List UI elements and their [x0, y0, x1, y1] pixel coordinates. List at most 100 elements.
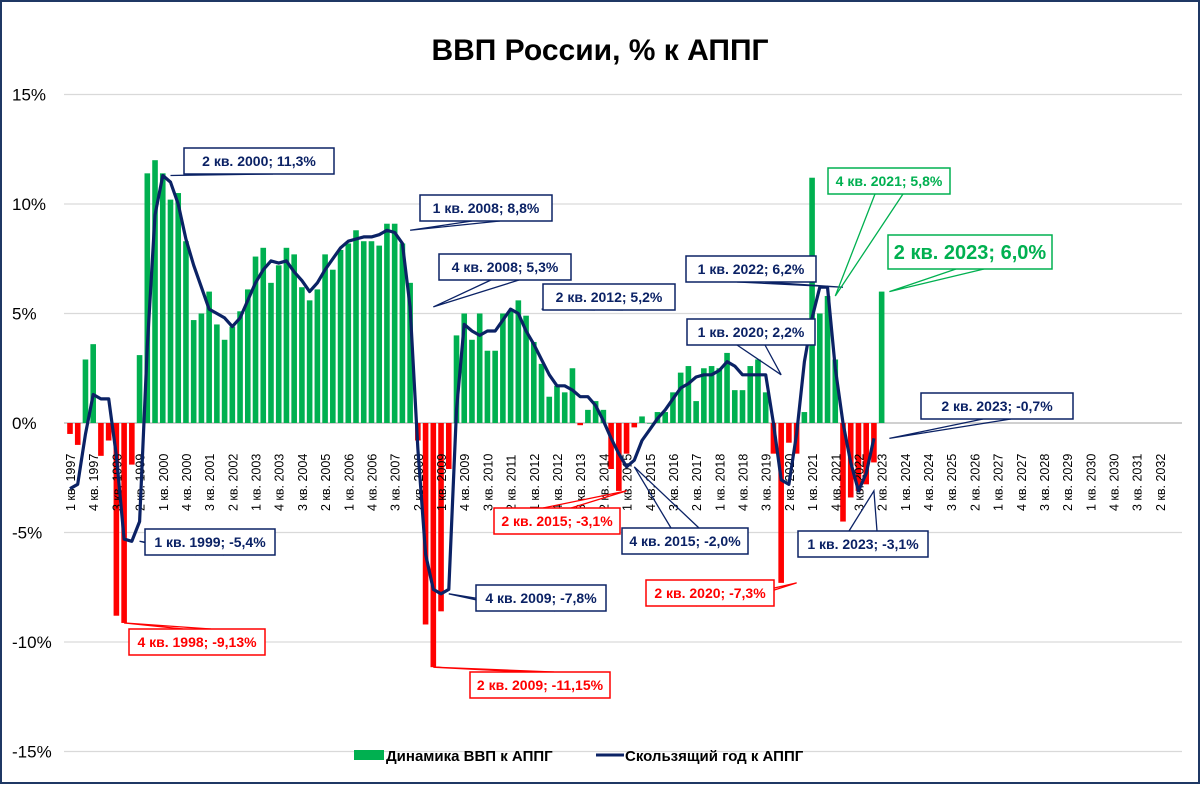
bar	[569, 368, 576, 423]
bar	[531, 341, 537, 423]
x-tick-label: 4 кв. 2006	[365, 454, 379, 511]
bar	[731, 390, 738, 423]
bar	[260, 247, 267, 423]
bar	[623, 423, 630, 454]
annotation-callout: 4 кв. 1998; -9,13%	[124, 622, 266, 656]
bar	[492, 350, 498, 423]
x-tick-label: 4 кв. 2018	[737, 454, 751, 511]
annotation-label: 4 кв. 1998; -9,13%	[137, 634, 257, 650]
bar	[376, 245, 382, 423]
bar	[762, 392, 769, 423]
bar	[724, 352, 730, 423]
annotation-callout: 1 кв. 1999; -5,4%	[139, 528, 276, 556]
x-tick-label: 3 кв. 2025	[945, 454, 959, 511]
bar	[646, 423, 653, 424]
bar	[878, 291, 885, 423]
y-tick-label: 15%	[12, 86, 46, 105]
legend-bar-label: Динамика ВВП к АППГ	[386, 748, 553, 765]
annotation-label: 2 кв. 2000; 11,3%	[202, 153, 316, 169]
annotation-callout: 2 кв. 2012; 5,2%	[541, 283, 676, 311]
bar	[476, 313, 483, 423]
bar	[283, 247, 290, 423]
bar	[438, 423, 444, 612]
y-tick-label: 5%	[12, 305, 37, 324]
x-tick-label: 4 кв. 1997	[87, 454, 101, 511]
bar	[747, 366, 754, 423]
x-tick-label: 1 кв. 2006	[342, 454, 356, 511]
bar	[608, 423, 614, 469]
bar	[67, 423, 73, 434]
x-tick-label: 3 кв. 2010	[481, 454, 495, 511]
bar	[554, 385, 560, 423]
bar	[616, 423, 622, 491]
bar	[461, 313, 468, 423]
x-tick-label: 3 кв. 2028	[1038, 454, 1052, 511]
bar	[237, 311, 243, 423]
bar	[306, 300, 313, 423]
bar	[430, 423, 437, 668]
annotation-callout: 4 кв. 2021; 5,8%	[827, 167, 951, 297]
bar	[221, 339, 228, 423]
bar	[275, 265, 282, 423]
bar	[105, 423, 112, 441]
annotation-label: 4 кв. 2021; 5,8%	[836, 173, 943, 189]
x-tick-label: 2 кв. 2026	[968, 454, 982, 511]
bar	[391, 223, 398, 423]
bar	[291, 254, 297, 423]
bar	[546, 396, 553, 423]
bar	[113, 423, 120, 616]
annotation-callout: 2 кв. 2015; -3,1%	[493, 490, 627, 535]
annotation-label: 1 кв. 2022; 6,2%	[698, 261, 805, 277]
bar	[817, 313, 823, 423]
annotation-callout: 1 кв. 2022; 6,2%	[685, 255, 844, 288]
y-axis-ticks: 15% 10% 5% 0% -5% -10% -15%	[12, 86, 52, 762]
x-tick-label: 1 кв. 2012	[528, 454, 542, 511]
annotation-label: 2 кв. 2023; -0,7%	[941, 398, 1053, 414]
bar	[484, 350, 491, 423]
annotation-callout: 2 кв. 2000; 11,3%	[170, 147, 335, 177]
bar	[716, 368, 723, 423]
bar	[144, 173, 151, 423]
bar	[670, 392, 676, 423]
bar	[360, 241, 367, 423]
annotation-label: 2 кв. 2023; 6,0%	[894, 242, 1047, 264]
x-tick-label: 3 кв. 2016	[667, 454, 681, 511]
y-tick-label: 0%	[12, 414, 37, 433]
bar	[801, 412, 808, 423]
annotation-label: 2 кв. 2015; -3,1%	[501, 513, 613, 529]
bar	[345, 243, 352, 423]
bar	[685, 366, 692, 423]
bar	[136, 355, 143, 423]
annotation-callout: 1 кв. 2020; 2,2%	[686, 318, 816, 376]
x-tick-label: 4 кв. 2021	[829, 454, 843, 511]
bar	[206, 291, 212, 423]
x-tick-label: 2 кв. 2017	[690, 454, 704, 511]
bar	[183, 241, 189, 423]
x-tick-label: 3 кв. 2022	[852, 454, 866, 511]
bar	[244, 289, 251, 423]
bar	[786, 423, 792, 443]
x-tick-label: 4 кв. 2030	[1108, 454, 1122, 511]
annotation-label: 2 кв. 2020; -7,3%	[654, 585, 766, 601]
x-tick-label: 2 кв. 2014	[597, 454, 611, 511]
bar	[98, 423, 104, 456]
annotation-label: 4 кв. 2008; 5,3%	[452, 259, 559, 275]
x-tick-label: 2 кв. 2032	[1154, 454, 1168, 511]
bar	[152, 160, 158, 423]
bar	[445, 423, 452, 469]
x-tick-label: 4 кв. 2024	[922, 454, 936, 511]
annotation-callout: 4 кв. 2009; -7,8%	[448, 584, 607, 612]
x-tick-label: 1 кв. 2030	[1084, 454, 1098, 511]
bar	[198, 313, 205, 423]
annotation-callout: 1 кв. 2023; -3,1%	[797, 488, 929, 558]
bar	[840, 423, 846, 522]
chart-title: ВВП России, % к АППГ	[431, 34, 768, 67]
bar	[538, 363, 545, 423]
annotation-label: 1 кв. 2023; -3,1%	[807, 536, 919, 552]
x-tick-label: 1 кв. 2018	[713, 454, 727, 511]
bar	[701, 368, 707, 423]
bar	[399, 243, 406, 423]
bar	[778, 423, 784, 583]
bar	[523, 315, 529, 423]
